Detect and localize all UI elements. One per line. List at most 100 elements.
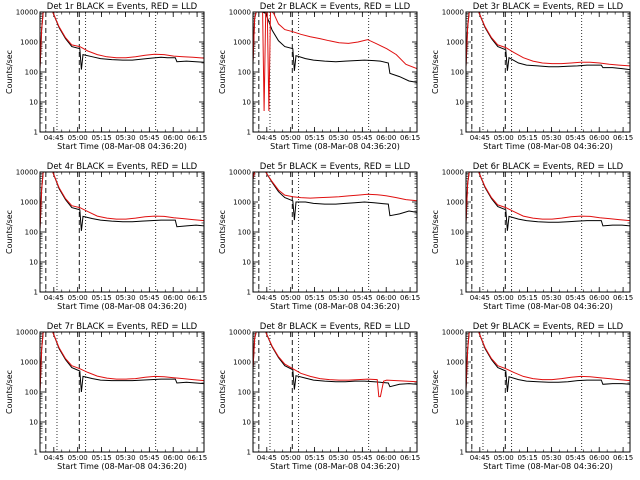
x-tick-label: 05:15 xyxy=(304,134,324,142)
y-tick-label: 100 xyxy=(238,69,251,77)
panel-title: Det 1r BLACK = Events, RED = LLD xyxy=(47,2,198,12)
x-tick-label: 05:30 xyxy=(541,454,561,462)
series-line-events xyxy=(253,332,417,390)
y-axis-label: Counts/sec xyxy=(218,210,227,254)
detector-panel-1: Det 1r BLACK = Events, RED = LLD 1 10 100 10… xyxy=(5,2,207,151)
series-line-events xyxy=(466,172,630,231)
x-axis-label: Start Time (08-Mar-08 04:36:20) xyxy=(483,142,613,151)
y-tick-label: 100 xyxy=(238,389,251,397)
y-tick-label: 10000 xyxy=(229,9,251,17)
y-tick-label: 10000 xyxy=(442,9,464,17)
x-tick-label: 06:15 xyxy=(187,134,207,142)
y-tick-label: 1 xyxy=(247,289,251,297)
detector-panel-5: Det 5r BLACK = Events, RED = LLD 1 10 100 10… xyxy=(218,162,420,311)
plot-frame xyxy=(39,331,205,453)
plot-frame xyxy=(39,11,205,133)
y-axis-label: Counts/sec xyxy=(218,50,227,94)
series-line-events xyxy=(40,172,204,231)
y-tick-label: 100 xyxy=(451,69,464,77)
y-tick-label: 1000 xyxy=(20,199,38,207)
y-axis-label: Counts/sec xyxy=(431,210,440,254)
plot-frame xyxy=(465,331,631,453)
x-tick-label: 05:45 xyxy=(565,294,585,302)
x-tick-label: 05:30 xyxy=(115,294,135,302)
y-tick-label: 1000 xyxy=(446,39,464,47)
series-line-events xyxy=(40,332,204,393)
x-tick-label: 06:15 xyxy=(400,454,420,462)
y-axis-label: Counts/sec xyxy=(5,50,14,94)
x-tick-label: 04:45 xyxy=(44,294,64,302)
x-tick-label: 05:00 xyxy=(68,454,88,462)
x-tick-label: 05:00 xyxy=(68,294,88,302)
series-line-events xyxy=(253,172,417,221)
y-tick-label: 1000 xyxy=(446,199,464,207)
x-tick-label: 06:00 xyxy=(163,294,183,302)
y-tick-label: 10000 xyxy=(229,169,251,177)
y-tick-label: 100 xyxy=(25,69,38,77)
x-tick-label: 06:00 xyxy=(376,294,396,302)
series-line-lld xyxy=(253,332,417,398)
x-tick-label: 05:00 xyxy=(68,134,88,142)
detector-panel-2: Det 2r BLACK = Events, RED = LLD 1 10 100 10… xyxy=(218,2,420,151)
x-tick-label: 04:45 xyxy=(470,454,490,462)
x-tick-label: 05:15 xyxy=(91,134,111,142)
x-tick-label: 05:00 xyxy=(281,134,301,142)
y-tick-label: 1 xyxy=(460,449,464,457)
y-axis-label: Counts/sec xyxy=(431,370,440,414)
y-tick-label: 10 xyxy=(242,419,251,427)
x-tick-label: 06:15 xyxy=(187,454,207,462)
x-tick-label: 05:30 xyxy=(115,454,135,462)
x-tick-label: 04:45 xyxy=(470,294,490,302)
y-tick-label: 10 xyxy=(242,99,251,107)
panel-title: Det 6r BLACK = Events, RED = LLD xyxy=(473,162,624,172)
y-tick-label: 10000 xyxy=(229,329,251,337)
y-tick-label: 10 xyxy=(455,259,464,267)
x-tick-label: 05:15 xyxy=(304,294,324,302)
x-axis-label: Start Time (08-Mar-08 04:36:20) xyxy=(57,462,187,471)
x-axis-label: Start Time (08-Mar-08 04:36:20) xyxy=(483,302,613,311)
x-tick-label: 06:00 xyxy=(376,134,396,142)
x-tick-label: 06:15 xyxy=(613,294,633,302)
x-tick-label: 05:15 xyxy=(517,294,537,302)
detector-panel-3: Det 3r BLACK = Events, RED = LLD 1 10 100 10… xyxy=(431,2,633,151)
y-tick-label: 1000 xyxy=(233,199,251,207)
x-axis-label: Start Time (08-Mar-08 04:36:20) xyxy=(270,142,400,151)
y-tick-label: 100 xyxy=(25,389,38,397)
x-tick-label: 04:45 xyxy=(257,294,277,302)
y-tick-label: 100 xyxy=(451,389,464,397)
y-tick-label: 100 xyxy=(451,229,464,237)
x-axis-label: Start Time (08-Mar-08 04:36:20) xyxy=(270,302,400,311)
y-tick-label: 1 xyxy=(460,129,464,137)
x-tick-label: 05:45 xyxy=(352,294,372,302)
x-axis-label: Start Time (08-Mar-08 04:36:20) xyxy=(270,462,400,471)
x-tick-label: 05:45 xyxy=(139,294,159,302)
x-tick-label: 05:45 xyxy=(352,454,372,462)
x-tick-label: 04:45 xyxy=(470,134,490,142)
panel-title: Det 9r BLACK = Events, RED = LLD xyxy=(473,322,624,332)
x-axis-label: Start Time (08-Mar-08 04:36:20) xyxy=(57,142,187,151)
y-tick-label: 1 xyxy=(247,449,251,457)
x-tick-label: 04:45 xyxy=(257,454,277,462)
panel-title: Det 5r BLACK = Events, RED = LLD xyxy=(260,162,411,172)
x-tick-label: 05:30 xyxy=(328,454,348,462)
series-line-lld xyxy=(466,172,630,224)
y-axis-label: Counts/sec xyxy=(431,50,440,94)
y-tick-label: 1 xyxy=(460,289,464,297)
x-tick-label: 06:15 xyxy=(400,294,420,302)
detector-panel-8: Det 8r BLACK = Events, RED = LLD 1 10 100 10… xyxy=(218,322,420,471)
x-tick-label: 05:15 xyxy=(517,454,537,462)
plot-frame xyxy=(252,171,418,293)
y-tick-label: 1 xyxy=(247,129,251,137)
y-tick-label: 1000 xyxy=(20,359,38,367)
series-line-lld xyxy=(253,172,417,202)
series-line-events xyxy=(466,332,630,393)
x-tick-label: 05:45 xyxy=(352,134,372,142)
detector-panel-9: Det 9r BLACK = Events, RED = LLD 1 10 100 10… xyxy=(431,322,633,471)
y-axis-label: Counts/sec xyxy=(5,370,14,414)
plot-frame xyxy=(465,171,631,293)
y-tick-label: 10000 xyxy=(442,329,464,337)
y-tick-label: 1000 xyxy=(446,359,464,367)
series-line-lld xyxy=(253,12,417,112)
x-tick-label: 05:15 xyxy=(91,454,111,462)
